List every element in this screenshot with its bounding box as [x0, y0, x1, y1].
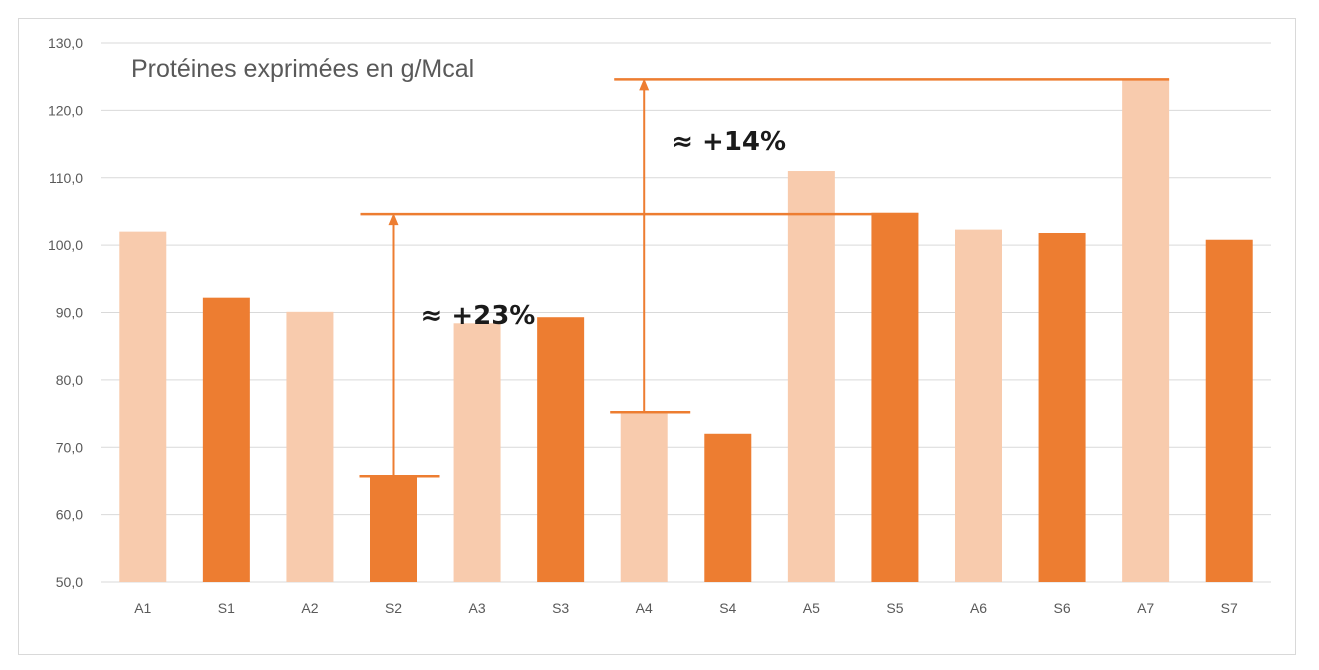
x-tick-label: S6: [1054, 600, 1071, 616]
x-tick-label: A7: [1137, 600, 1154, 616]
bar-a6: [955, 229, 1002, 582]
bar-s1: [202, 297, 250, 582]
annotation-label: ≈ +23%: [421, 301, 536, 331]
y-tick-label: 60,0: [56, 507, 83, 523]
bar-a2: [286, 311, 334, 582]
y-tick-label: 120,0: [48, 102, 83, 118]
annotation-label: ≈ +14%: [671, 127, 786, 157]
bar-a1: [119, 231, 167, 582]
x-tick-label: S1: [218, 600, 235, 616]
x-tick-label: A3: [469, 600, 486, 616]
y-tick-label: 110,0: [49, 170, 83, 186]
bar-a5: [787, 171, 835, 582]
y-tick-label: 90,0: [56, 305, 83, 321]
x-tick-label: A6: [970, 600, 987, 616]
x-tick-label: S2: [385, 600, 402, 616]
y-tick-label: 130,0: [48, 35, 83, 51]
bar-s6: [1038, 232, 1086, 582]
bar-chart: 50,0 60,0 70,0 80,0 90,0 100,0 110,0 120,0 130,0…: [48, 35, 1271, 616]
y-tick-label: 70,0: [56, 439, 83, 455]
y-tick-label: 50,0: [56, 574, 83, 590]
annotation-arrow-head: [639, 78, 650, 91]
bar-s2: [370, 476, 417, 582]
x-tick-label: S3: [552, 600, 569, 616]
bars: [119, 79, 1253, 583]
bar-s5: [871, 212, 919, 582]
y-axis-tick-labels: 50,0 60,0 70,0 80,0 90,0 100,0 110,0 120,0 130,0: [48, 35, 83, 590]
x-tick-label: S7: [1221, 600, 1238, 616]
x-tick-label: A1: [134, 600, 151, 616]
chart-title: Protéines exprimées en g/Mcal: [131, 55, 474, 83]
chart-frame: 50,0 60,0 70,0 80,0 90,0 100,0 110,0 120,0 130,0…: [18, 18, 1296, 655]
x-tick-label: S4: [719, 600, 736, 616]
x-tick-label: A5: [803, 600, 820, 616]
y-tick-label: 100,0: [48, 237, 83, 253]
y-tick-label: 80,0: [56, 372, 83, 388]
bar-a7: [1122, 79, 1170, 582]
annotations: ≈ +23% ≈ +14%: [359, 78, 1170, 478]
gridlines: [101, 42, 1271, 583]
bar-s7: [1205, 239, 1253, 583]
x-tick-label: A4: [636, 600, 653, 616]
x-tick-label: A2: [301, 600, 318, 616]
bar-a3: [453, 323, 501, 582]
bar-a4: [620, 413, 668, 582]
bar-s4: [704, 433, 752, 582]
x-tick-label: S5: [886, 600, 903, 616]
annotation-arrow-head: [388, 213, 399, 226]
x-axis-tick-labels: A1 S1 A2 S2 A3 S3 A4 S4 A5 S5 A6 S6 A7 S7: [134, 600, 1238, 616]
bar-s3: [537, 317, 585, 582]
